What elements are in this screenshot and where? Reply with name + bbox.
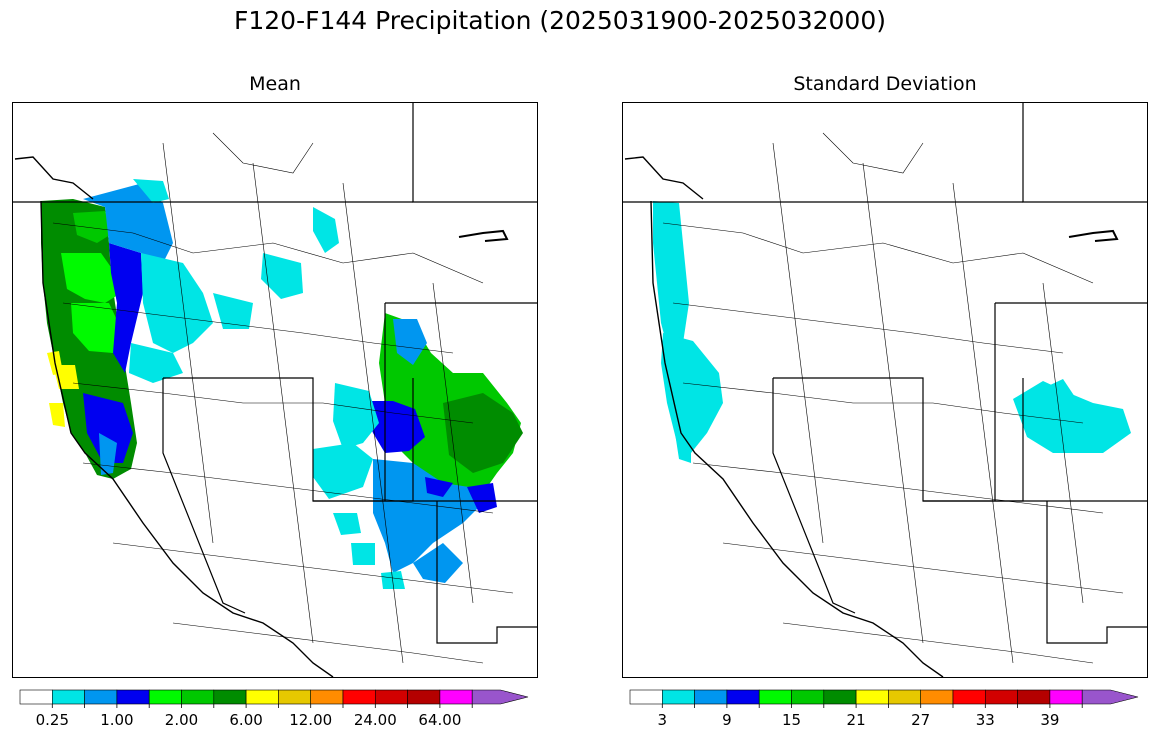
- mean-lake-superior: [458, 229, 509, 242]
- mean-colorbar-segment: [407, 689, 441, 705]
- stddev-colorbar-tick-label: 3: [657, 711, 668, 729]
- stddev-map-svg: [623, 103, 1147, 677]
- stddev-colorbar-segment: [920, 689, 954, 705]
- mean-map-svg: [13, 103, 537, 677]
- stddev-colorbar: [629, 689, 1140, 708]
- figure-title: F120-F144 Precipitation (2025031900-2025…: [233, 6, 886, 35]
- stddev-colorbar-segment: [694, 689, 728, 705]
- stddev-colorbar-segment: [823, 689, 857, 705]
- stddev-colorbar-segment: [661, 689, 695, 705]
- mean-precip-fill: [41, 179, 523, 589]
- stddev-colorbar-tick-label: 21: [846, 711, 866, 729]
- mean-coastline: [14, 156, 334, 677]
- mean-colorbar-segment: [148, 689, 182, 705]
- mean-basin-lines: [52, 132, 514, 664]
- stddev-colorbar-tick-label: 39: [1040, 711, 1060, 729]
- stddev-colorbar-segment: [791, 689, 825, 705]
- stddev-colorbar-segment: [1049, 689, 1083, 705]
- stddev-map: [622, 102, 1148, 678]
- mean-colorbar-tick-label: 2.00: [164, 711, 199, 729]
- mean-colorbar-segment: [84, 689, 118, 705]
- mean-colorbar-segment: [51, 689, 85, 705]
- mean-colorbar-tick-label: 1.00: [100, 711, 134, 729]
- stddev-colorbar-segment: [855, 689, 889, 705]
- stddev-colorbar-segment: [984, 689, 1018, 705]
- mean-colorbar-tick-label: 0.25: [35, 711, 69, 729]
- mean-colorbar-segment: [342, 689, 376, 705]
- stddev-coastline: [624, 156, 944, 677]
- stddev-colorbar-segment: [629, 689, 663, 705]
- stddev-colorbar-segment: [888, 689, 921, 705]
- mean-colorbar-svg: [19, 689, 529, 708]
- mean-map: [12, 102, 538, 678]
- stddev-lake-superior: [1068, 229, 1119, 242]
- mean-state-borders: [13, 103, 537, 644]
- mean-colorbar: [19, 689, 530, 708]
- stddev-colorbar-segment: [726, 689, 760, 705]
- stddev-state-borders: [623, 103, 1147, 644]
- mean-colorbar-segment: [471, 689, 529, 705]
- mean-colorbar-segment: [278, 689, 311, 705]
- mean-colorbar-tick-label: 6.00: [229, 711, 263, 729]
- mean-colorbar-segment: [245, 689, 279, 705]
- mean-colorbar-segment: [374, 689, 408, 705]
- mean-colorbar-segment: [181, 689, 215, 705]
- stddev-colorbar-tick-label: 27: [911, 711, 931, 729]
- stddev-colorbar-segment: [1081, 689, 1139, 705]
- mean-colorbar-segment: [439, 689, 473, 705]
- mean-colorbar-tick-label: 64.00: [418, 711, 462, 729]
- mean-colorbar-tick-label: 24.00: [353, 711, 397, 729]
- stddev-colorbar-segment: [952, 689, 986, 705]
- mean-colorbar-segment: [19, 689, 53, 705]
- stddev-colorbar-svg: [629, 689, 1139, 708]
- stddev-colorbar-segment: [758, 689, 792, 705]
- stddev-colorbar-tick-label: 33: [975, 711, 995, 729]
- mean-panel-title: Mean: [249, 73, 301, 95]
- stddev-basin-lines: [662, 132, 1124, 664]
- mean-colorbar-segment: [213, 689, 247, 705]
- mean-colorbar-segment: [310, 689, 344, 705]
- stddev-colorbar-segment: [1017, 689, 1051, 705]
- stddev-panel-title: Standard Deviation: [793, 73, 977, 95]
- stddev-colorbar-tick-label: 9: [722, 711, 732, 729]
- mean-colorbar-segment: [116, 689, 150, 705]
- stddev-precip-fill: [653, 201, 1131, 463]
- mean-colorbar-tick-label: 12.00: [289, 711, 333, 729]
- stddev-colorbar-tick-label: 15: [781, 711, 802, 729]
